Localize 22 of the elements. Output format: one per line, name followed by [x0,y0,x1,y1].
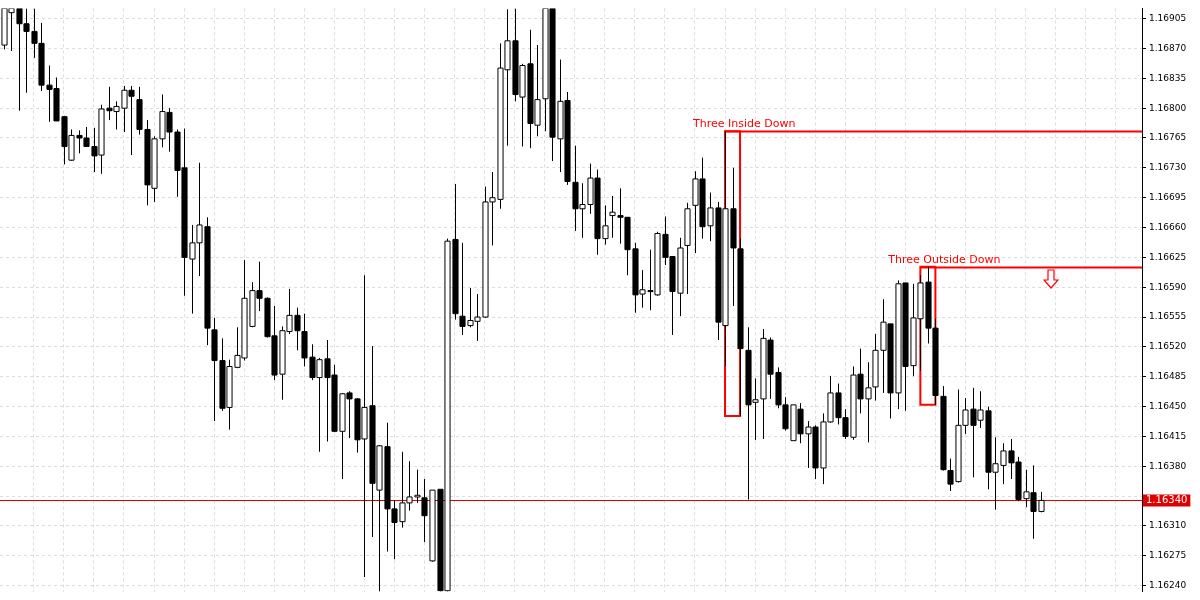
y-tick-label: 1.16625 [1149,251,1187,262]
y-tick-label: 1.16310 [1149,520,1187,531]
y-tick-label: 1.16905 [1149,12,1187,23]
y-tick-label: 1.16520 [1149,341,1187,352]
ref-line-label: Three Outside Down [887,252,1001,266]
y-tick-label: 1.16765 [1149,132,1187,143]
y-tick-label: 1.16730 [1149,162,1187,173]
y-tick-label: 1.16415 [1149,430,1187,441]
y-tick-label: 1.16835 [1149,72,1187,83]
y-tick-label: 1.16870 [1149,42,1187,53]
y-tick-label: 1.16450 [1149,400,1187,411]
y-tick-label: 1.16240 [1149,579,1187,590]
y-tick-label: 1.16380 [1149,460,1187,471]
y-tick-label: 1.16275 [1149,550,1187,561]
y-tick-label: 1.16590 [1149,281,1187,292]
ref-line-label: 1.16340 [1146,494,1188,506]
y-tick-label: 1.16695 [1149,192,1187,203]
y-tick-label: 1.16485 [1149,371,1187,382]
y-tick-label: 1.16555 [1149,311,1187,322]
ref-line-label: Three Inside Down [692,116,796,130]
y-tick-label: 1.16800 [1149,102,1187,113]
y-tick-label: 1.16660 [1149,221,1187,232]
